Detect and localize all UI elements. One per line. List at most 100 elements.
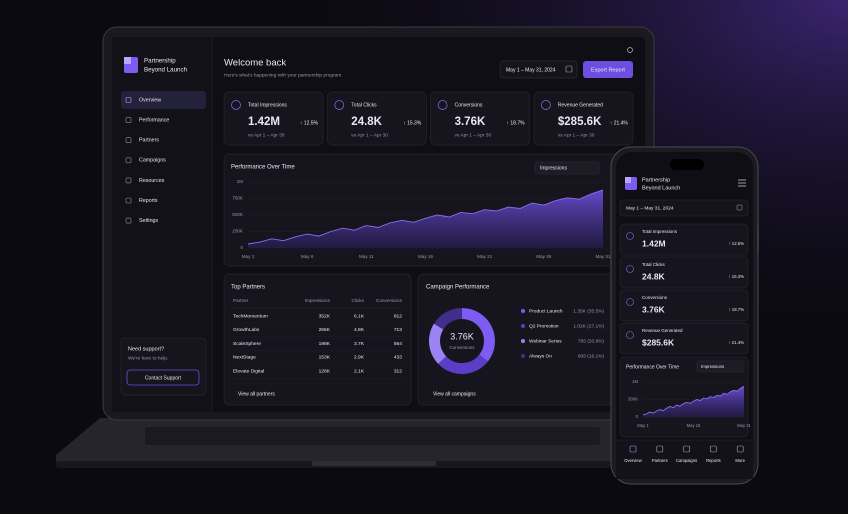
calendar-icon — [565, 65, 573, 73]
page-title: Welcome back — [224, 58, 286, 69]
tab-label[interactable]: Partners — [652, 458, 668, 463]
kpi-compare: vs Apr 1 – Apr 30 — [558, 132, 595, 138]
x-tick-label: May 31 — [595, 254, 611, 259]
nav-icon — [125, 157, 132, 164]
tab-icon[interactable] — [710, 445, 717, 453]
nav-item[interactable]: Partners — [139, 138, 159, 144]
legend-dot — [521, 309, 525, 313]
date-range[interactable]: May 1 – May 31, 2024 — [626, 205, 674, 211]
table-header: Conversions — [376, 298, 403, 303]
card-title: Performance Over Time — [626, 364, 679, 370]
table-cell: 128K — [319, 368, 331, 374]
legend-value: 1.02K (27.1%) — [573, 323, 604, 329]
brand-line: Partnership — [144, 58, 176, 65]
menu-icon[interactable] — [738, 179, 746, 187]
metric-select-label[interactable]: Impressions — [701, 364, 724, 369]
x-tick-label: May 31 — [737, 423, 751, 428]
kpi-label: Total Clicks — [642, 262, 666, 267]
kpi-card — [619, 256, 749, 289]
support-button[interactable] — [126, 369, 200, 386]
metric-select[interactable] — [696, 360, 745, 373]
tab-bar — [616, 440, 753, 479]
kpi-change: ↑ 18.7% — [507, 120, 526, 126]
nav-item[interactable]: Settings — [139, 218, 158, 224]
laptop-deck — [145, 427, 600, 445]
kpi-value: 24.8K — [642, 271, 666, 281]
nav-active — [121, 91, 206, 109]
laptop-notch — [312, 461, 436, 466]
table-cell: 352K — [319, 313, 331, 319]
kpi-icon — [626, 298, 634, 306]
legend-dot — [521, 339, 525, 343]
card-title: Performance Over Time — [231, 165, 295, 171]
date-picker[interactable] — [619, 199, 749, 217]
kpi-card — [223, 91, 324, 146]
tab-icon[interactable] — [629, 445, 637, 453]
kpi-icon — [626, 331, 634, 339]
export-label[interactable]: Export Report — [591, 67, 625, 73]
view-link[interactable]: View all partners — [238, 391, 275, 397]
table-cell: GrowthLabs — [233, 327, 260, 333]
table-cell: Elevate Digital — [233, 368, 264, 374]
tab-label[interactable]: Campaigns — [676, 458, 697, 463]
table-cell: 3.7K — [354, 341, 365, 347]
legend-label: Always On — [529, 353, 552, 359]
y-tick-label: 1M — [632, 379, 638, 384]
bell-icon[interactable] — [627, 47, 633, 53]
kpi-icon — [231, 100, 241, 110]
nav-icon — [125, 117, 132, 123]
tab-icon[interactable] — [683, 445, 690, 453]
metric-select[interactable] — [534, 161, 600, 175]
view-link[interactable]: View all campaigns — [433, 391, 476, 397]
table-cell: 265K — [319, 327, 331, 333]
table-cell: 812 — [394, 313, 402, 319]
support-box — [120, 337, 207, 396]
nav-icon — [125, 137, 132, 143]
support-button-label[interactable]: Contact Support — [145, 375, 182, 381]
kpi-compare: vs Apr 1 – Apr 30 — [351, 132, 388, 138]
kpi-label: Revenue Generated — [642, 328, 683, 333]
area-line — [642, 385, 745, 416]
kpi-change: ↑ 21.4% — [728, 340, 744, 345]
y-tick-label: 0 — [636, 414, 639, 419]
kpi-card — [430, 91, 530, 146]
kpi-change: ↑ 21.4% — [610, 120, 629, 126]
table-cell: 4.8K — [354, 327, 365, 333]
x-tick-label: May 1 — [242, 254, 255, 259]
tab-label[interactable]: Overview — [624, 458, 642, 463]
legend-dot — [521, 324, 525, 328]
nav-item[interactable]: Overview — [139, 97, 161, 103]
nav-item[interactable]: Performance — [139, 118, 169, 124]
kpi-card — [619, 289, 749, 322]
kpi-label: Conversions — [455, 102, 483, 108]
tab-label[interactable]: Reports — [706, 458, 721, 463]
table-cell: 713 — [394, 327, 402, 333]
date-picker[interactable] — [499, 60, 578, 79]
tab-label[interactable]: More — [735, 458, 745, 463]
x-tick-label: May 16 — [418, 254, 434, 259]
x-tick-label: May 1 — [637, 423, 649, 428]
table-cell: 198K — [319, 341, 331, 347]
table-cell: ScaleSphere — [233, 341, 261, 347]
kpi-change: ↑ 15.3% — [403, 120, 422, 126]
nav-item[interactable]: Reports — [139, 198, 158, 204]
donut-segment — [461, 308, 495, 362]
nav-item[interactable]: Campaigns — [139, 158, 166, 164]
legend-dot — [521, 354, 525, 358]
card-title: Top Partners — [231, 285, 265, 291]
kpi-icon — [626, 265, 634, 273]
logo-accent — [625, 177, 631, 183]
tab-icon[interactable] — [656, 445, 664, 453]
y-tick-label: 250K — [232, 229, 244, 234]
table-cell: 564 — [394, 341, 402, 347]
y-tick-label: 750K — [232, 196, 244, 201]
nav-item[interactable]: Resources — [139, 178, 165, 184]
area — [248, 189, 603, 248]
kpi-change: ↑ 15.3% — [728, 274, 744, 279]
date-range[interactable]: May 1 – May 31, 2024 — [506, 67, 556, 73]
export-button[interactable] — [583, 61, 633, 78]
table-cell: 2.1K — [354, 368, 365, 374]
metric-select-label[interactable]: Impressions — [540, 165, 567, 171]
tab-icon[interactable] — [736, 445, 744, 453]
